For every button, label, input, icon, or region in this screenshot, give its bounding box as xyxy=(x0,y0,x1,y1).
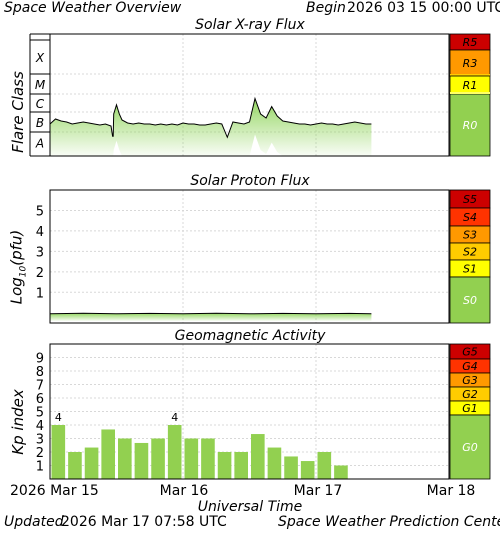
kp-bar xyxy=(68,452,82,479)
kp-bar xyxy=(184,438,199,479)
xray-scale-label-R1: R1 xyxy=(463,79,478,92)
xray-class-label-A: A xyxy=(35,137,44,151)
updated-label: Updated xyxy=(4,514,64,530)
geomag-y-tick-4: 4 xyxy=(36,419,44,434)
geomag-y-tick-6: 6 xyxy=(36,392,44,407)
proton-scale-label-S1: S1 xyxy=(463,263,477,276)
xray-scale-gap-1 xyxy=(450,74,490,76)
xray-class-label-B: B xyxy=(36,116,44,130)
proton-y-tick-4: 4 xyxy=(36,225,44,240)
xray-scale-label-R3: R3 xyxy=(463,57,478,70)
proton-y-tick-3: 3 xyxy=(36,245,44,260)
proton-y-tick-1: 1 xyxy=(36,286,44,301)
proton-scale-band-S0 xyxy=(449,276,491,324)
kp-bar xyxy=(317,452,332,479)
xray-flux-fill xyxy=(50,98,372,156)
xray-class-label-C: C xyxy=(36,97,45,111)
xray-scale-band-R0 xyxy=(449,93,491,157)
geomag-y-tick-5: 5 xyxy=(36,406,44,421)
proton-y-tick-5: 5 xyxy=(36,204,44,219)
geomag-y-tick-3: 3 xyxy=(36,433,44,448)
begin-label: Begin xyxy=(306,0,346,16)
geomag-scale-band-G0 xyxy=(449,414,491,480)
proton-flux-line xyxy=(49,312,372,315)
proton-panel-title: Solar Proton Flux xyxy=(190,173,310,189)
kp-bar xyxy=(217,452,232,479)
kp-bar xyxy=(118,438,132,479)
geomag-y-tick-2: 2 xyxy=(36,446,44,461)
geomag-y-tick-7: 7 xyxy=(36,379,44,394)
kp-bar xyxy=(84,447,99,479)
kp-bar xyxy=(167,425,182,479)
proton-scale-label-S0: S0 xyxy=(463,294,477,307)
x-tick-label-mar16: Mar 16 xyxy=(159,483,209,499)
proton-scale-label-S4: S4 xyxy=(463,211,477,224)
begin-date: 2026 03 15 00:00 UTC xyxy=(347,0,500,16)
geomag-scale-label-G0: G0 xyxy=(462,441,478,454)
proton-scale-label-S2: S2 xyxy=(463,246,477,259)
x-axis-title: Universal Time xyxy=(197,499,303,515)
kp-bar-value-label: 4 xyxy=(55,411,62,424)
xray-class-label-X: X xyxy=(35,51,45,65)
geomag-y-tick-9: 9 xyxy=(36,352,44,367)
kp-bar xyxy=(284,456,298,479)
proton-plot-frame xyxy=(49,189,450,324)
kp-bar-value-label: 4 xyxy=(171,411,178,424)
xray-plot-frame xyxy=(49,33,450,157)
kp-bar xyxy=(51,425,66,479)
overview-title: Space Weather Overview xyxy=(4,0,182,16)
kp-bar xyxy=(234,452,248,479)
geomag-scale-label-G4: G4 xyxy=(462,360,478,373)
xray-scale-gap-3 xyxy=(450,92,490,94)
kp-bar xyxy=(300,461,315,479)
x-tick-label-mar15: 2026 Mar 15 xyxy=(10,483,99,499)
center-name: Space Weather Prediction Center xyxy=(278,514,500,530)
xray-flux-line xyxy=(49,96,372,139)
kp-bar xyxy=(334,465,348,479)
kp-bar xyxy=(251,434,265,479)
xray-scale-band-R3 xyxy=(449,49,491,77)
proton-flux-fill xyxy=(50,313,372,321)
proton-scale-label-S3: S3 xyxy=(463,229,477,242)
xray-class-label-M: M xyxy=(35,78,46,92)
x-tick-label-mar18: Mar 18 xyxy=(426,483,476,499)
proton-y-tick-2: 2 xyxy=(36,266,44,281)
kp-bar xyxy=(134,442,149,479)
kp-bar xyxy=(201,438,215,479)
proton-scale-label-S5: S5 xyxy=(463,193,477,206)
updated-date: 2026 Mar 17 07:58 UTC xyxy=(61,514,227,530)
geomag-scale-label-G1: G1 xyxy=(462,402,478,415)
geomag-y-tick-8: 8 xyxy=(36,365,44,380)
kp-bar xyxy=(151,438,165,479)
geomag-scale-label-G2: G2 xyxy=(462,388,478,401)
geomag-scale-label-G3: G3 xyxy=(462,374,478,387)
x-tick-label-mar17: Mar 17 xyxy=(293,483,343,499)
xray-scale-label-R5: R5 xyxy=(463,36,478,49)
geomag-scale-label-G5: G5 xyxy=(462,346,478,359)
kp-bar xyxy=(267,447,282,479)
kp-bar xyxy=(101,429,115,479)
xray-scale-label-R0: R0 xyxy=(463,119,478,132)
geomag-y-tick-1: 1 xyxy=(36,460,44,475)
geomag-panel-title: Geomagnetic Activity xyxy=(174,328,326,344)
geomag-plot-frame xyxy=(49,343,450,480)
xray-panel-title: Solar X-ray Flux xyxy=(195,17,305,33)
